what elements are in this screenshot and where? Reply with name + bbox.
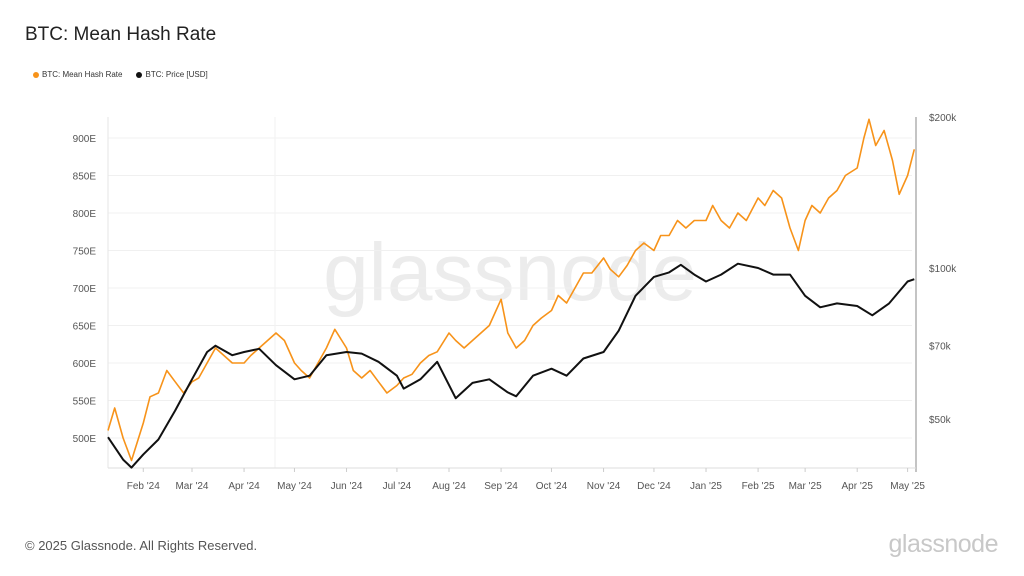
y-left-tick-label: 650E	[73, 322, 97, 333]
x-tick-label: Dec '24	[637, 481, 671, 492]
y-left-tick-label: 750E	[73, 247, 97, 258]
y-right-tick-label: $100k	[929, 264, 957, 275]
legend-item-price[interactable]: BTC: Price [USD]	[136, 70, 208, 79]
y-left-tick-label: 600E	[73, 359, 97, 370]
y-right-tick-label: $50k	[929, 415, 952, 426]
brand-logo: glassnode	[888, 530, 999, 558]
x-tick-label: Jul '24	[383, 481, 412, 492]
x-tick-label: Jan '25	[690, 481, 722, 492]
x-tick-label: Nov '24	[587, 481, 621, 492]
x-tick-label: Mar '25	[789, 481, 822, 492]
legend: BTC: Mean Hash Rate BTC: Price [USD]	[33, 70, 208, 79]
x-tick-label: May '24	[277, 481, 312, 492]
x-tick-label: Aug '24	[432, 481, 466, 492]
orange-dot-icon	[33, 71, 39, 78]
hash-rate-line	[107, 118, 916, 462]
x-tick-label: Apr '25	[842, 481, 874, 492]
chart-title: BTC: Mean Hash Rate	[25, 24, 217, 45]
x-tick-label: Oct '24	[536, 481, 568, 492]
y-left-tick-label: 850E	[73, 172, 97, 183]
x-tick-label: Mar '24	[175, 481, 208, 492]
y-left-tick-label: 800E	[73, 209, 97, 220]
copyright: © 2025 Glassnode. All Rights Reserved.	[25, 538, 258, 553]
black-dot-icon	[136, 71, 143, 78]
y-right-tick-label: $70k	[929, 342, 952, 353]
x-tick-label: Apr '24	[228, 481, 260, 492]
x-tick-label: Feb '25	[742, 481, 775, 492]
legend-item-hash-rate[interactable]: BTC: Mean Hash Rate	[33, 70, 122, 79]
y-left-tick-label: 900E	[73, 134, 97, 145]
y-left-tick-label: 550E	[73, 397, 97, 408]
y-left-tick-label: 500E	[73, 434, 97, 445]
legend-label: BTC: Mean Hash Rate	[42, 70, 123, 79]
x-tick-label: Jun '24	[331, 481, 363, 492]
price-line	[107, 262, 915, 469]
y-left-tick-label: 700E	[73, 284, 97, 295]
legend-label: BTC: Price [USD]	[145, 70, 208, 79]
x-tick-label: Feb '24	[127, 481, 160, 492]
x-tick-label: Sep '24	[484, 481, 518, 492]
watermark: glassnode	[323, 227, 697, 318]
x-tick-label: May '25	[890, 481, 925, 492]
y-right-tick-label: $200k	[929, 113, 957, 124]
